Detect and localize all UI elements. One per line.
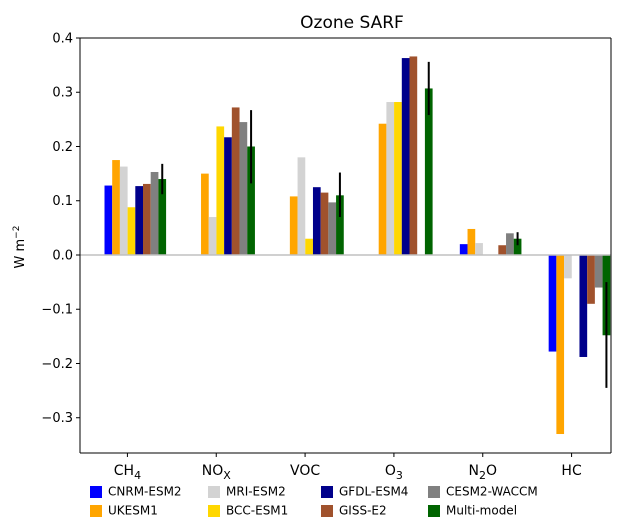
- legend-swatch: [321, 485, 333, 498]
- y-tick-label: 0.4: [52, 32, 73, 47]
- y-tick-label: 0.1: [52, 194, 73, 209]
- bar-giss-e2-4: [498, 245, 507, 255]
- plot-bars: [104, 56, 611, 435]
- legend-swatch: [90, 485, 102, 498]
- y-tick-label: 0.3: [52, 86, 73, 101]
- bar-multi-model-3: [424, 88, 433, 255]
- x-tick-label: CH4: [114, 463, 141, 482]
- bar-bcc-esm1-3: [394, 102, 402, 255]
- x-tick-label: HC: [561, 463, 582, 479]
- bar-cnrm-esm2-5: [548, 254, 557, 352]
- bar-ukesm1-5: [556, 254, 565, 435]
- bar-mri-esm2-5: [564, 254, 572, 279]
- y-tick-label: −0.2: [41, 357, 73, 372]
- legend-label: UKESM1: [108, 503, 158, 518]
- legend-swatch: [90, 504, 102, 517]
- bar-gfdl-esm4-2: [312, 187, 321, 255]
- legend-item-cnrm-esm2: CNRM-ESM2: [90, 483, 182, 499]
- bar-mri-esm2-1: [208, 217, 217, 255]
- legend-swatch: [208, 504, 220, 517]
- legend-item-giss-e2: GISS-E2: [321, 502, 387, 518]
- legend-label: CESM2-WACCM: [446, 484, 538, 499]
- legend-item-bcc-esm1: BCC-ESM1: [208, 502, 288, 518]
- legend-item-gfdl-esm4: GFDL-ESM4: [321, 483, 408, 499]
- y-tick-label: −0.3: [41, 411, 73, 426]
- legend-item-mri-esm2: MRI-ESM2: [208, 483, 286, 499]
- bar-cnrm-esm2-0: [104, 185, 113, 255]
- bar-multi-model-1: [247, 146, 255, 255]
- bar-bcc-esm1-2: [305, 238, 313, 255]
- bar-cesm2-waccm-4: [506, 233, 514, 255]
- bar-multi-model-0: [158, 179, 167, 255]
- bar-cesm2-waccm-1: [239, 122, 248, 255]
- bar-giss-e2-1: [231, 107, 240, 255]
- bar-gfdl-esm4-1: [224, 137, 232, 255]
- bar-cesm2-waccm-2: [328, 202, 337, 255]
- bar-mri-esm2-0: [119, 166, 128, 255]
- bar-multi-model-4: [513, 238, 522, 255]
- legend-swatch: [321, 504, 333, 517]
- bar-ukesm1-0: [112, 160, 120, 255]
- legend-swatch: [428, 504, 440, 517]
- bar-giss-e2-2: [320, 192, 329, 255]
- legend-item-cesm2-waccm: CESM2-WACCM: [428, 483, 538, 499]
- legend-label: BCC-ESM1: [226, 503, 289, 518]
- bar-cesm2-waccm-5: [594, 254, 603, 288]
- x-tick-label: O3: [385, 463, 403, 482]
- bar-gfdl-esm4-0: [135, 186, 143, 255]
- plot-axes: −0.3 −0.2 −0.1 0.0 0.1 0.2 0.3 0.4 CH4 NOX VOC O3 N2…: [41, 32, 612, 482]
- bar-bcc-esm1-0: [127, 207, 136, 255]
- bar-ukesm1-1: [201, 173, 209, 255]
- bar-giss-e2-3: [409, 56, 418, 255]
- legend-label: GISS-E2: [339, 503, 387, 518]
- bar-giss-e2-5: [587, 254, 595, 304]
- y-tick-label: 0.0: [52, 248, 73, 263]
- chart-title: Ozone SARF: [300, 13, 404, 33]
- bar-cesm2-waccm-0: [150, 171, 159, 255]
- y-tick-label: −0.1: [41, 303, 73, 318]
- x-tick-label: N2O: [468, 463, 497, 482]
- legend-label: Multi-model: [446, 503, 518, 518]
- legend-label: MRI-ESM2: [226, 484, 286, 499]
- bar-mri-esm2-4: [475, 243, 483, 255]
- y-axis-label: W m−2: [12, 226, 28, 269]
- x-tick-label: VOC: [290, 463, 320, 479]
- bar-gfdl-esm4-5: [579, 254, 588, 357]
- legend-item-ukesm1: UKESM1: [90, 502, 158, 518]
- legend: CNRM-ESM2 UKESM1 MRI-ESM2 BCC-ESM1 GFDL-ESM4…: [90, 483, 590, 518]
- legend-label: CNRM-ESM2: [108, 484, 182, 499]
- legend-item-multi-model: Multi-model: [428, 502, 517, 518]
- x-tick-label: NOX: [202, 463, 232, 482]
- bar-ukesm1-3: [378, 123, 387, 255]
- bar-mri-esm2-2: [297, 157, 306, 255]
- bar-ukesm1-2: [289, 196, 298, 255]
- bar-multi-model-2: [336, 195, 344, 255]
- bar-bcc-esm1-1: [216, 126, 225, 255]
- bar-gfdl-esm4-3: [401, 58, 410, 255]
- legend-swatch: [428, 485, 440, 498]
- y-tick-label: 0.2: [52, 140, 73, 155]
- legend-label: GFDL-ESM4: [339, 484, 409, 499]
- legend-swatch: [208, 485, 220, 498]
- bar-mri-esm2-3: [386, 102, 395, 255]
- bar-ukesm1-4: [467, 228, 476, 255]
- bar-cnrm-esm2-4: [459, 244, 468, 255]
- bar-giss-e2-0: [143, 183, 151, 255]
